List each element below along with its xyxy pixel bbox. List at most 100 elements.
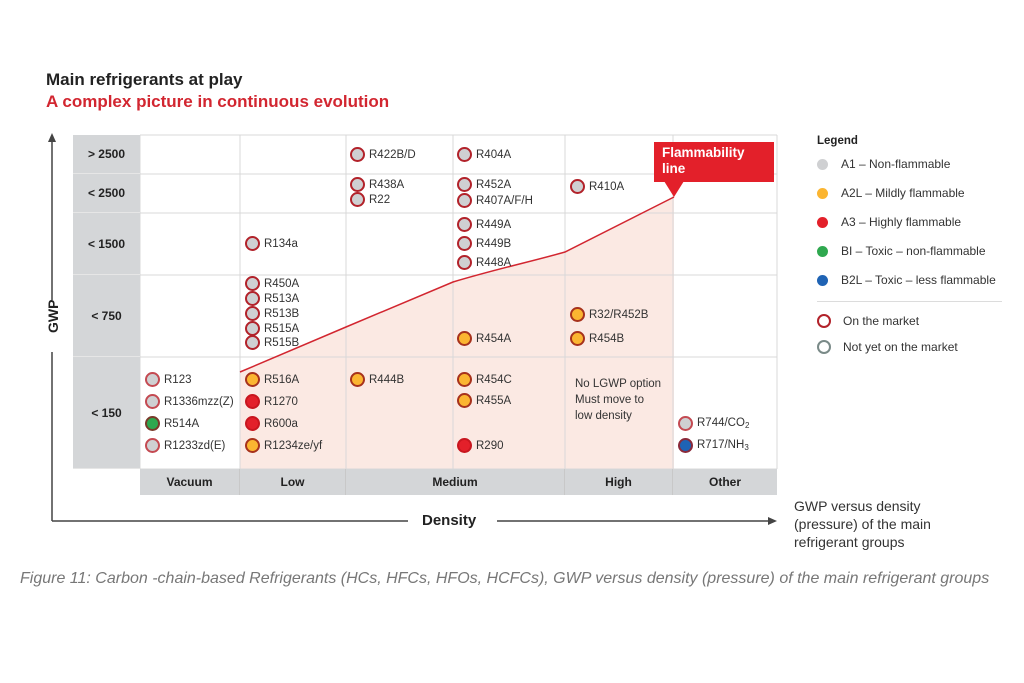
refrigerant-item: R404A (457, 147, 511, 162)
density-col-label: Vacuum (140, 469, 240, 495)
refrigerant-item: R514A (145, 416, 199, 431)
density-col-label: Low (240, 469, 346, 495)
refrigerant-item: R410A (570, 179, 624, 194)
refrigerant-label: R744/CO2 (697, 417, 750, 430)
refrigerant-dot-icon (570, 331, 585, 346)
legend-label: A1 – Non-flammable (841, 157, 951, 171)
refrigerant-item: R1270 (245, 394, 298, 409)
refrigerant-label: R450A (264, 277, 300, 290)
legend-label: A3 – Highly flammable (841, 215, 962, 229)
refrigerant-label: R444B (369, 373, 405, 386)
gwp-row-label: < 2500 (73, 174, 140, 213)
refrigerant-item: R438A (350, 177, 404, 192)
gwp-row-label: < 150 (73, 357, 140, 469)
refrigerant-item: R450A (245, 276, 299, 291)
refrigerant-item: R123 (145, 372, 192, 387)
refrigerant-item: R513A (245, 291, 299, 306)
legend-item-not-yet: Not yet on the market (817, 340, 958, 354)
refrigerant-label: R454A (476, 332, 512, 345)
refrigerant-label: R422B/D (369, 148, 416, 161)
legend-label: BI – Toxic – non-flammable (841, 244, 986, 258)
refrigerant-item: R515A (245, 321, 299, 336)
legend-item-b2l: B2L – Toxic – less flammable (817, 273, 996, 287)
refrigerant-dot-icon (245, 276, 260, 291)
refrigerant-item: R600a (245, 416, 298, 431)
refrigerant-label: R454B (589, 332, 625, 345)
refrigerant-dot-icon (678, 438, 693, 453)
gwp-row-label: > 2500 (73, 135, 140, 174)
refrigerant-label: R514A (164, 417, 200, 430)
refrigerant-dot-icon (245, 306, 260, 321)
density-col-label: Medium (346, 469, 565, 495)
gwp-row-label: < 1500 (73, 213, 140, 275)
legend-label: Not yet on the market (843, 340, 958, 354)
side-note-line: GWP versus density (794, 498, 921, 514)
refrigerant-dot-icon (350, 147, 365, 162)
legend-item-a1: A1 – Non-flammable (817, 157, 950, 171)
refrigerant-dot-icon (145, 438, 160, 453)
refrigerant-dot-icon (570, 307, 585, 322)
density-axis-arrow-icon (768, 517, 777, 525)
legend-dot-icon (817, 274, 828, 286)
refrigerant-dot-icon (350, 177, 365, 192)
refrigerant-label: R515A (264, 322, 300, 335)
refrigerant-label: R452A (476, 178, 512, 191)
refrigerant-label: R410A (589, 180, 625, 193)
legend-divider (817, 301, 1002, 302)
refrigerant-item: R744/CO2 (678, 416, 749, 431)
legend-item-b1: BI – Toxic – non-flammable (817, 244, 986, 258)
refrigerant-label: R513B (264, 307, 300, 320)
refrigerant-dot-icon (457, 255, 472, 270)
refrigerant-dot-icon (457, 331, 472, 346)
flammability-line (239, 196, 675, 373)
refrigerant-item: R448A (457, 255, 511, 270)
refrigerant-item: R717/NH3 (678, 438, 749, 453)
refrigerant-item: R22 (350, 192, 390, 207)
refrigerant-label: R449B (476, 237, 512, 250)
note-line: low density (575, 410, 632, 422)
refrigerant-dot-icon (457, 217, 472, 232)
refrigerant-dot-icon (245, 335, 260, 350)
density-col-label: Other (673, 469, 777, 495)
refrigerant-item: R454C (457, 372, 512, 387)
refrigerant-item: R455A (457, 393, 511, 408)
refrigerant-item: R32/R452B (570, 307, 648, 322)
refrigerant-label: R22 (369, 193, 391, 206)
refrigerant-label: R454C (476, 373, 512, 386)
refrigerant-label: R717/NH3 (697, 439, 749, 452)
legend-title: Legend (817, 135, 858, 147)
legend-dot-icon (817, 245, 828, 257)
legend-item-a3: A3 – Highly flammable (817, 215, 961, 229)
gwp-axis-label: GWP (45, 299, 61, 333)
refrigerant-item: R454A (457, 331, 511, 346)
chart-title: Main refrigerants at play (46, 70, 243, 89)
refrigerant-dot-icon (457, 393, 472, 408)
refrigerant-item: R1234ze/yf (245, 438, 322, 453)
refrigerant-dot-icon (245, 438, 260, 453)
refrigerant-label: R123 (164, 373, 192, 386)
refrigerant-label: R513A (264, 292, 300, 305)
refrigerant-dot-icon (570, 179, 585, 194)
refrigerant-dot-icon (245, 291, 260, 306)
refrigerant-label: R1233zd(E) (164, 439, 226, 452)
side-note-line: (pressure) of the main (794, 516, 931, 532)
refrigerant-label: R32/R452B (589, 308, 649, 321)
refrigerant-dot-icon (245, 394, 260, 409)
refrigerant-item: R1336mzz(Z) (145, 394, 234, 409)
refrigerant-item: R1233zd(E) (145, 438, 225, 453)
flammability-callout-line: line (662, 161, 686, 176)
refrigerant-dot-icon (145, 394, 160, 409)
refrigerant-item: R452A (457, 177, 511, 192)
no-lgwp-note: No LGWP option Must move to low density (575, 376, 661, 424)
refrigerant-label: R1270 (264, 395, 298, 408)
ring-on-market-icon (817, 314, 831, 328)
density-axis-label: Density (422, 512, 477, 529)
refrigerant-dot-icon (457, 177, 472, 192)
refrigerant-label: R290 (476, 439, 504, 452)
refrigerant-dot-icon (457, 372, 472, 387)
legend-dot-icon (817, 216, 828, 228)
flammability-callout: Flammability line (654, 142, 774, 182)
refrigerant-dot-icon (145, 372, 160, 387)
flammability-callout-pointer (664, 181, 684, 197)
